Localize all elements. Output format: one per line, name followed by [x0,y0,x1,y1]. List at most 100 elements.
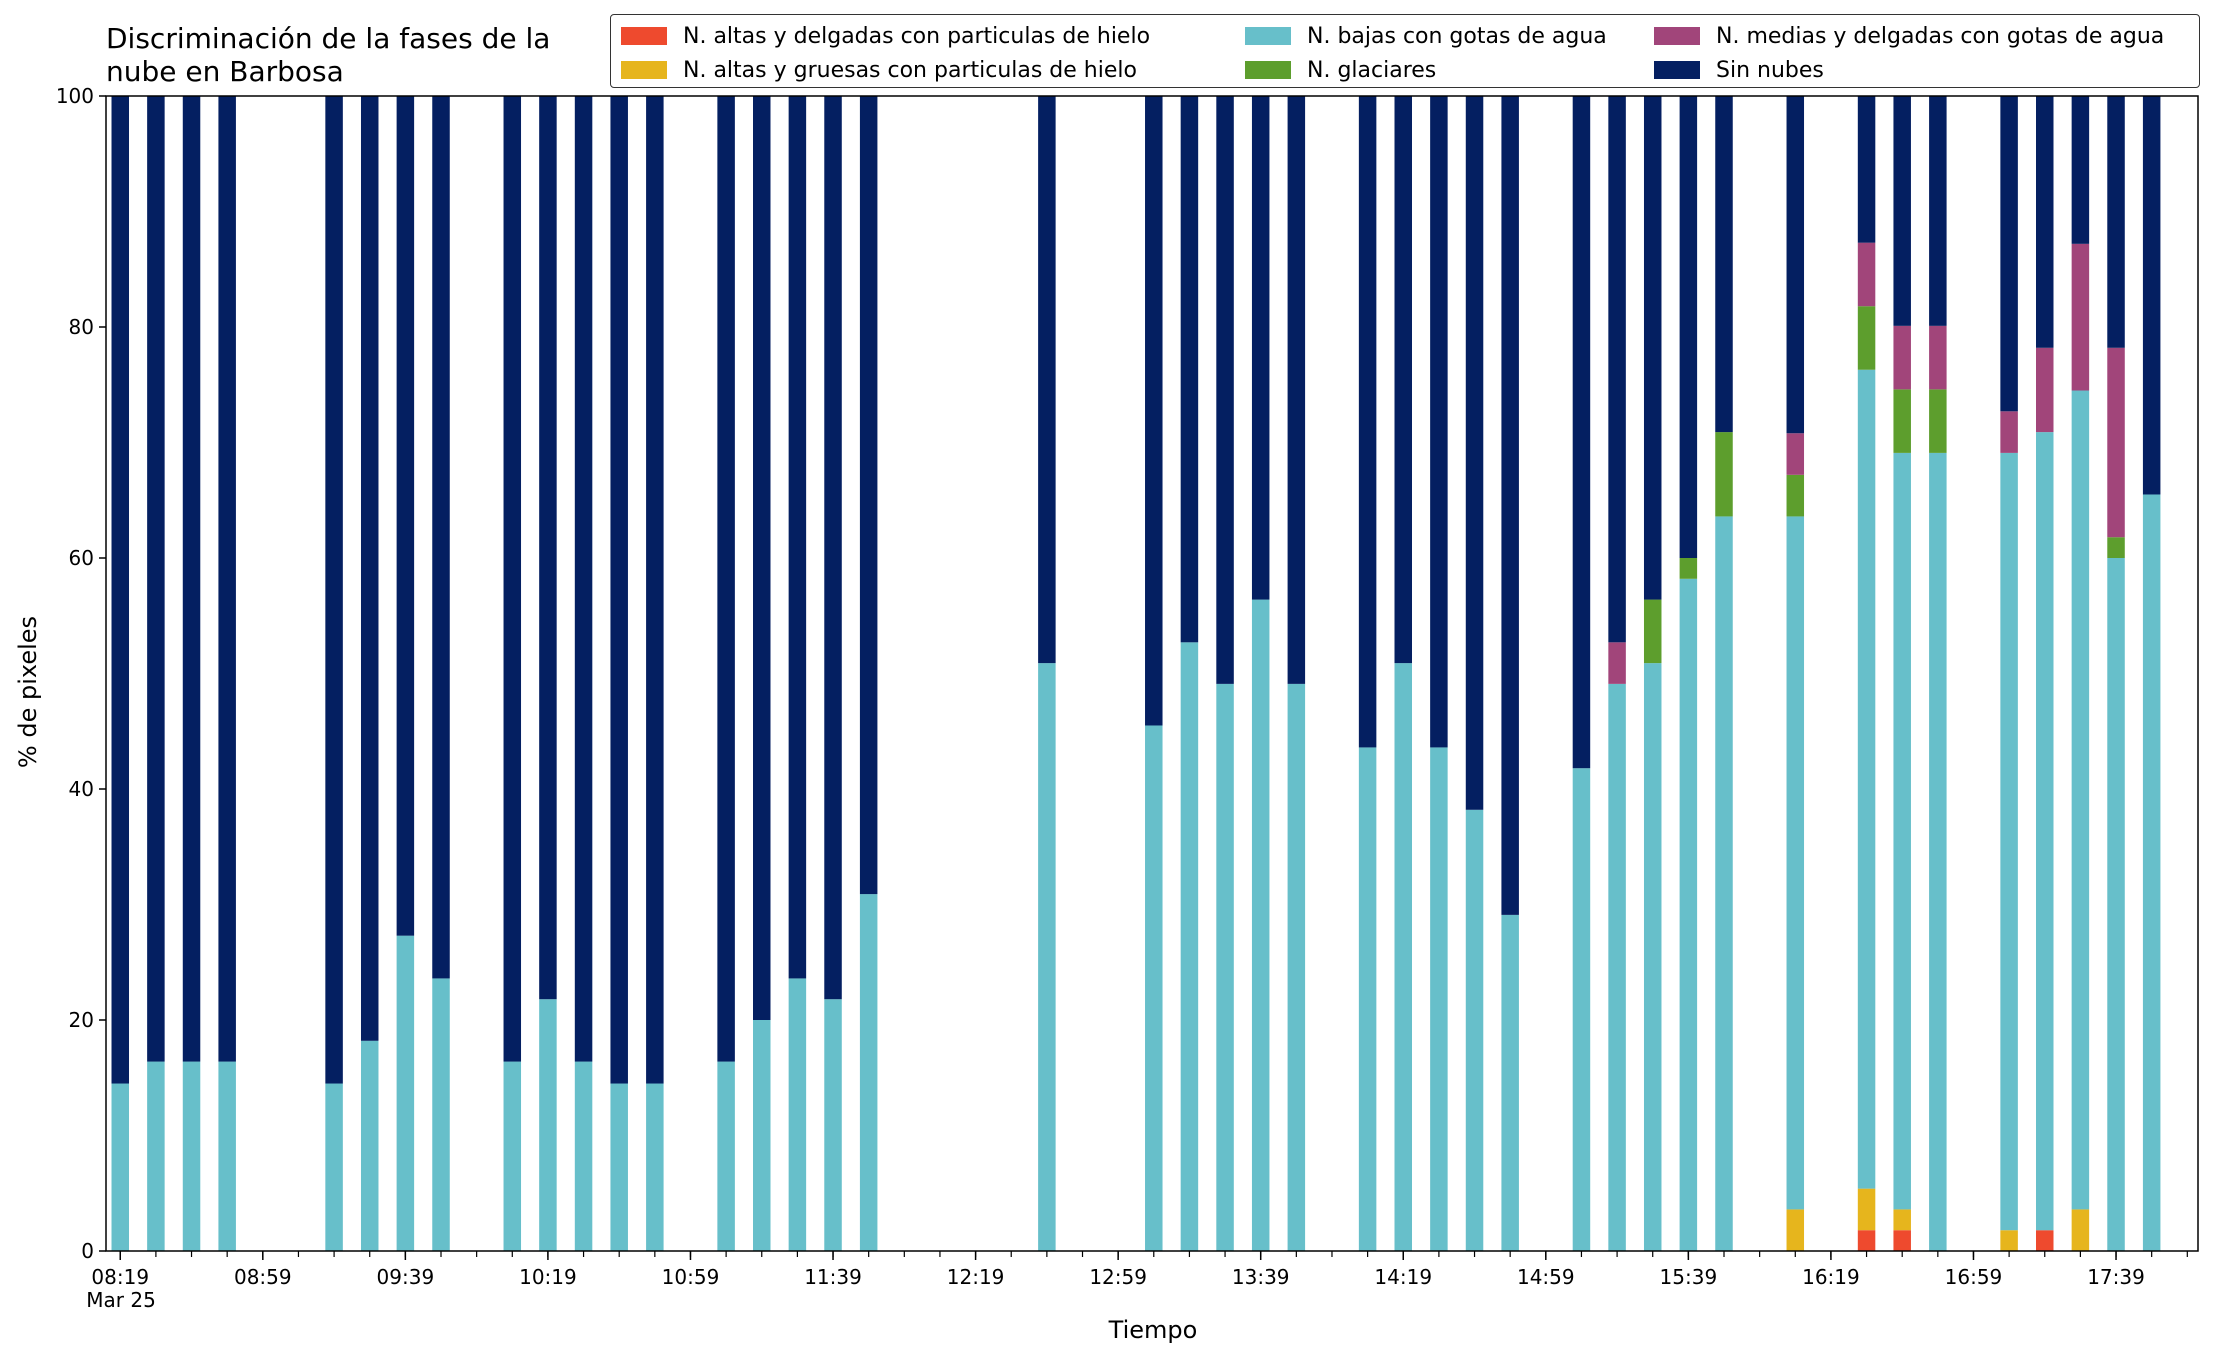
bar-bajas-22 [1251,599,1270,1251]
y-tick-label: 60 [69,546,94,570]
bar-bajas-39 [2036,432,2054,1231]
bar-bajas-4 [325,1083,343,1251]
bar-sin_nubes-16 [824,96,842,1000]
bar-glaciares-37 [1929,389,1947,453]
x-tick-label: 09:39 [377,1265,435,1289]
legend-swatch-glaciares [1245,61,1291,79]
bar-sin_nubes-29 [1572,96,1591,769]
bar-bajas-5 [360,1040,379,1251]
bar-sin_nubes-27 [1465,96,1484,810]
bar-bajas-21 [1216,683,1234,1251]
y-axis: 0 20 40 60 80 100 [56,84,106,1263]
bar-bajas-0 [111,1083,130,1251]
legend-item-altas-gruesas: N. altas y gruesas con particulas de hie… [621,56,1137,84]
bar-medias-30 [1608,642,1626,684]
x-tick-label: 16:59 [1945,1265,2003,1289]
bar-sin_nubes-34 [1786,96,1805,434]
bar-bajas-18 [1038,663,1056,1251]
legend-swatch-sin-nubes [1654,61,1700,79]
bar-medias-36 [1893,325,1911,390]
bar-sin_nubes-36 [1893,96,1911,326]
legend-swatch-medias [1654,27,1700,45]
legend-label-altas-gruesas: N. altas y gruesas con particulas de hie… [683,57,1137,83]
bar-altas_delgadas-39 [2036,1230,2054,1251]
x-tick-label: 15:39 [1660,1265,1718,1289]
plot-frame [105,95,2199,1252]
chart-title-line-2: nube en Barbosa [106,55,344,88]
bar-sin_nubes-37 [1929,96,1947,326]
bar-sin_nubes-28 [1501,96,1519,915]
bar-bajas-9 [539,999,557,1251]
y-tick-label: 0 [81,1239,94,1263]
bar-bajas-14 [753,1020,771,1251]
y-tick-label: 100 [56,84,94,108]
bar-sin_nubes-22 [1251,96,1270,600]
x-tick-label: 08:19 [91,1265,149,1289]
bar-bajas-11 [610,1083,628,1251]
bar-bajas-29 [1572,768,1591,1251]
x-tick-label: 12:19 [947,1265,1005,1289]
bar-sin_nubes-17 [859,96,878,895]
legend-item-sin-nubes: Sin nubes [1654,56,1824,84]
legend-label-altas-delgadas: N. altas y delgadas con particulas de hi… [683,23,1151,49]
bar-sin_nubes-35 [1857,96,1876,243]
bar-sin_nubes-38 [2000,96,2018,412]
bar-altas_delgadas-36 [1893,1230,1911,1251]
bar-bajas-17 [859,894,878,1251]
bar-bajas-2 [182,1061,201,1251]
bar-sin_nubes-12 [646,96,664,1084]
bar-bajas-13 [717,1061,735,1251]
bar-bajas-16 [824,999,842,1251]
bar-sin_nubes-19 [1145,96,1163,726]
legend-label-medias: N. medias y delgadas con gotas de agua [1716,23,2165,49]
legend-label-bajas: N. bajas con gotas de agua [1307,23,1607,49]
bar-bajas-7 [432,978,450,1251]
x-tick-sublabel: Mar 25 [86,1288,156,1312]
bar-bajas-31 [1643,663,1662,1251]
bar-bajas-27 [1465,809,1484,1251]
bar-sin_nubes-5 [360,96,379,1041]
bar-glaciares-35 [1857,306,1876,370]
bar-sin_nubes-23 [1287,96,1306,684]
bar-bajas-25 [1394,663,1412,1251]
bar-sin_nubes-9 [539,96,557,1000]
bar-altas_gruesas-34 [1786,1209,1805,1251]
bar-bajas-19 [1145,725,1163,1251]
x-tick-label: 12:59 [1089,1265,1147,1289]
bar-medias-41 [2107,347,2125,538]
bar-bajas-41 [2107,558,2125,1251]
bar-sin_nubes-1 [147,96,165,1062]
legend-item-altas-delgadas: N. altas y delgadas con particulas de hi… [621,22,1150,50]
bar-sin_nubes-30 [1608,96,1626,643]
bar-sin_nubes-31 [1643,96,1662,600]
bar-sin_nubes-8 [503,96,522,1062]
chart-title-line-1: Discriminación de la fases de la [106,22,551,55]
y-axis-label: % de pixeles [14,615,42,769]
bar-bajas-28 [1501,914,1519,1251]
x-tick-label: 13:39 [1232,1265,1290,1289]
bar-bajas-12 [646,1083,664,1251]
bar-sin_nubes-15 [788,96,807,979]
bar-bajas-34 [1786,516,1805,1210]
legend-label-sin-nubes: Sin nubes [1716,57,1824,83]
bar-sin_nubes-11 [610,96,628,1084]
bar-sin_nubes-24 [1358,96,1377,748]
x-tick-label: 17:39 [2087,1265,2145,1289]
bar-medias-35 [1857,242,1876,307]
bar-sin_nubes-6 [396,96,415,936]
bar-sin_nubes-32 [1679,96,1698,558]
y-tick-label: 40 [69,777,94,801]
bar-altas_delgadas-35 [1857,1230,1876,1251]
bar-sin_nubes-26 [1430,96,1448,748]
y-tick-label: 20 [69,1008,94,1032]
bar-sin_nubes-0 [111,96,130,1084]
bar-bajas-32 [1679,578,1698,1251]
bar-medias-37 [1929,325,1947,390]
bar-bajas-15 [788,978,807,1251]
legend-swatch-altas-delgadas [621,27,667,45]
x-tick-label: 11:39 [804,1265,862,1289]
bar-medias-34 [1786,433,1805,475]
bar-sin_nubes-14 [753,96,771,1020]
bar-glaciares-34 [1786,474,1805,517]
